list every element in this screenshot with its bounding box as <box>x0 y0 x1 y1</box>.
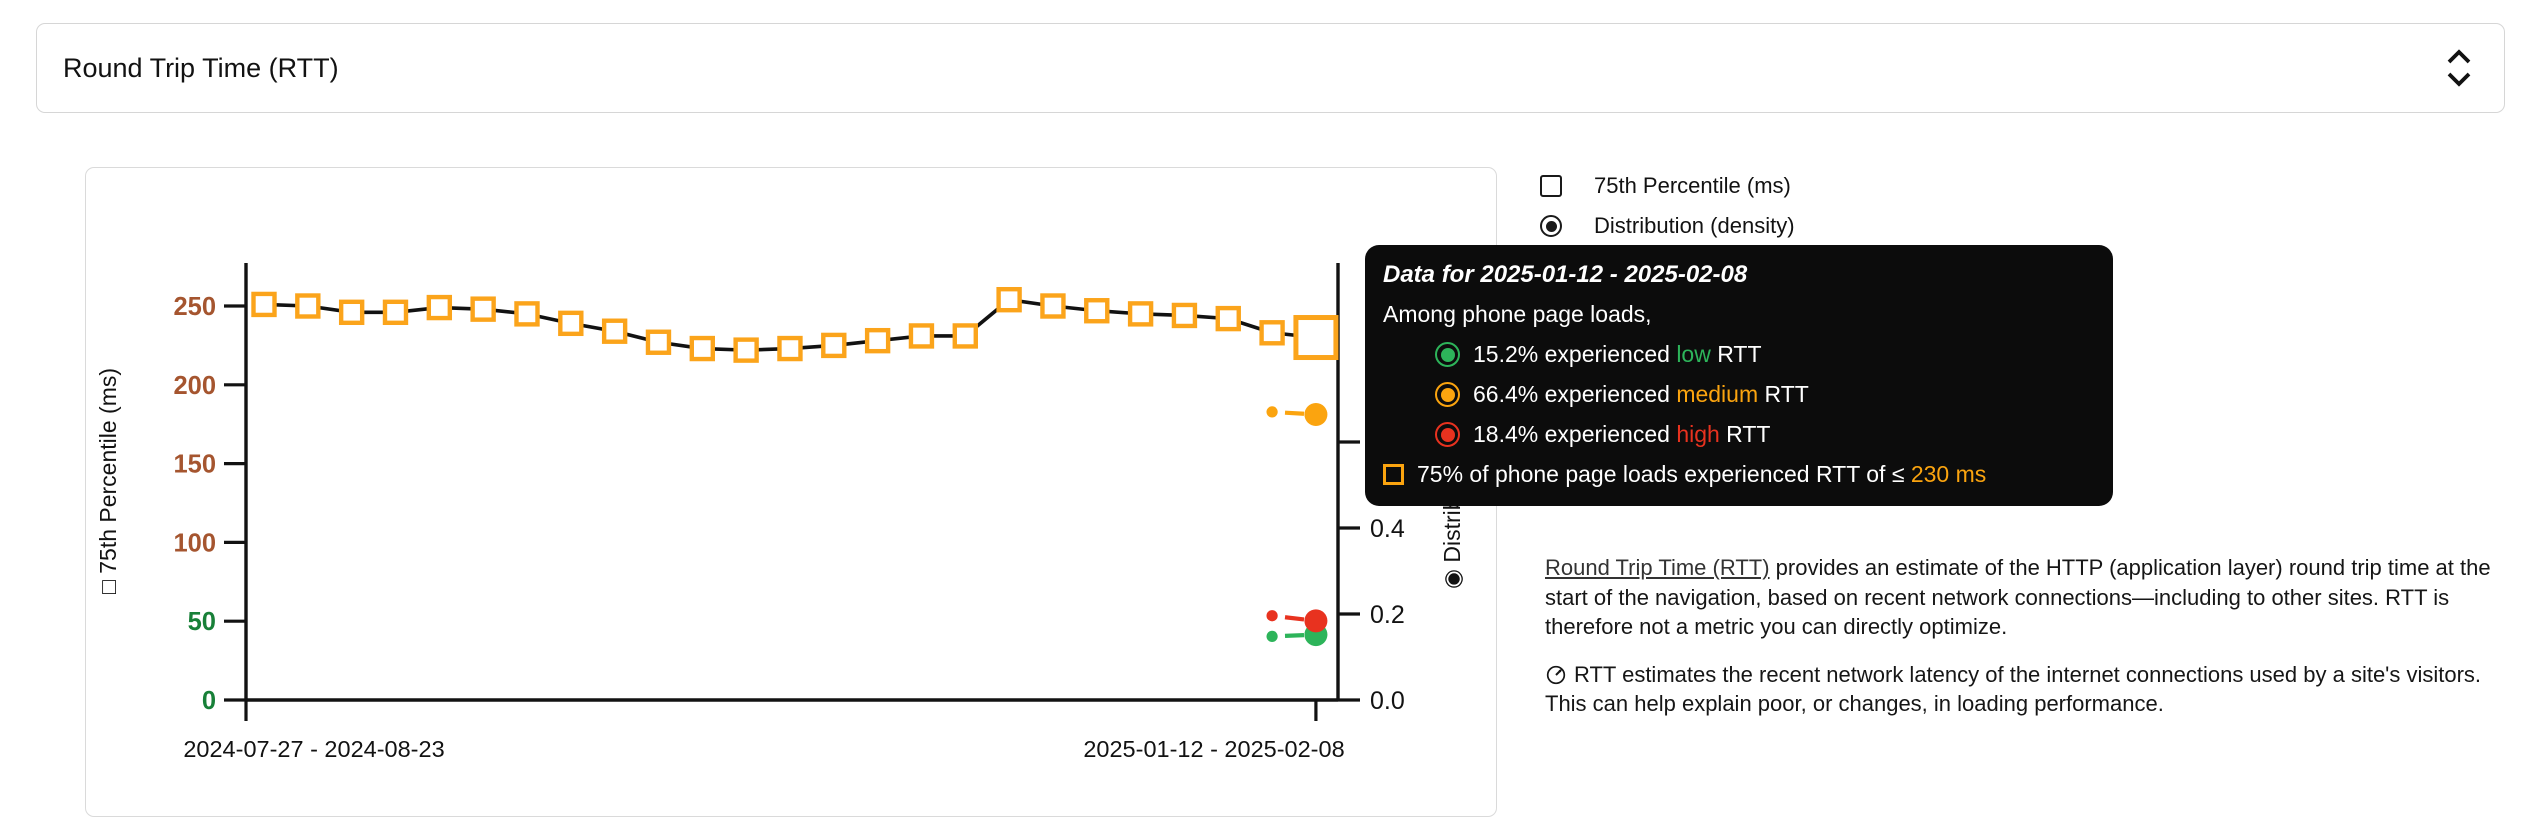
right-tick-label: 0.4 <box>1370 515 1405 543</box>
low-density-dot-icon <box>1435 342 1460 367</box>
percentile-marker[interactable] <box>426 294 453 321</box>
tooltip-title: Data for 2025-01-12 - 2025-02-08 <box>1383 261 1748 288</box>
percentile-marker[interactable] <box>338 299 365 326</box>
left-tick-label: 0 <box>202 687 216 715</box>
legend-item-label: Distribution (density) <box>1594 213 1795 238</box>
gauge-icon <box>1546 665 1566 684</box>
selected-percentile-marker[interactable] <box>1293 315 1339 361</box>
x-tick-label: 2024-07-27 - 2024-08-23 <box>183 736 444 762</box>
percentile-marker[interactable] <box>382 299 409 326</box>
description-paragraph-1: Round Trip Time (RTT) provides an estima… <box>1545 553 2497 642</box>
left-tick-label: 200 <box>173 372 216 400</box>
description-paragraph-2: RTT estimates the recent network latency… <box>1545 660 2497 719</box>
percentile-marker[interactable] <box>295 293 321 319</box>
density-point <box>1266 630 1278 642</box>
density-series-medium[interactable] <box>1266 402 1328 426</box>
tooltip-row-text: 15.2% experienced low RTT <box>1473 341 1762 367</box>
description-text: provides an estimate of the HTTP (applic… <box>1545 555 2491 639</box>
data-tooltip: Data for 2025-01-12 - 2025-02-08 Among p… <box>1365 245 2113 506</box>
x-tick-label: 2025-01-12 - 2025-02-08 <box>1083 736 1344 762</box>
left-axis-title: □ 75th Percentile (ms) <box>95 368 121 594</box>
tooltip-row-text: 18.4% experienced high RTT <box>1473 421 1771 447</box>
percentile-marker[interactable] <box>689 335 715 362</box>
right-tick-label: 0.2 <box>1370 601 1405 629</box>
percentile-marker[interactable] <box>514 301 540 327</box>
legend-item-label: 75th Percentile (ms) <box>1594 173 1791 198</box>
percentile-marker[interactable] <box>1259 320 1285 346</box>
percentile-square-icon <box>1383 464 1404 485</box>
x-axis: 2024-07-27 - 2024-08-23 2025-01-12 - 2025… <box>183 698 1345 762</box>
percentile-marker[interactable] <box>470 296 496 322</box>
legend-item-75th-percentile[interactable]: 75th Percentile (ms) <box>1540 166 1795 206</box>
percentile-marker[interactable] <box>1215 305 1241 332</box>
percentile-marker[interactable] <box>1040 293 1066 319</box>
percentile-marker[interactable] <box>645 329 672 355</box>
percentile-marker[interactable] <box>601 318 628 344</box>
tooltip-row-text: 75% of phone page loads experienced RTT … <box>1417 461 1987 487</box>
percentile-marker[interactable] <box>251 291 277 318</box>
metric-select[interactable]: Round Trip Time (RTT) <box>36 23 2505 113</box>
metric-select-label: Round Trip Time (RTT) <box>63 52 339 83</box>
left-tick-label: 150 <box>173 451 216 479</box>
percentile-marker[interactable] <box>996 286 1022 313</box>
unfold-more-icon <box>2447 49 2471 87</box>
density-point-current <box>1304 402 1328 426</box>
rtt-chart: 0 50 100 150 200 250 □ 75th Percentile (ms) 0.0… <box>86 168 1496 815</box>
high-density-dot-icon <box>1435 422 1460 447</box>
radio-selected-icon[interactable] <box>1540 215 1562 237</box>
chart-legend: 75th Percentile (ms) Distribution (densi… <box>1540 166 1795 246</box>
checkbox-unchecked-icon[interactable] <box>1540 175 1562 197</box>
left-tick-label: 50 <box>188 608 216 636</box>
percentile-series <box>251 286 1339 363</box>
rtt-doc-link[interactable]: Round Trip Time (RTT) <box>1545 555 1770 580</box>
density-series-high[interactable] <box>1266 609 1328 633</box>
legend-item-distribution[interactable]: Distribution (density) <box>1540 206 1795 246</box>
left-tick-label: 100 <box>173 529 216 557</box>
percentile-marker[interactable] <box>1127 301 1154 327</box>
tooltip-row-text: 66.4% experienced medium RTT <box>1473 381 1809 407</box>
density-point <box>1266 406 1278 418</box>
tooltip-row: 75% of phone page loads experienced RTT … <box>1383 461 2093 488</box>
tooltip-row: 18.4% experienced high RTT <box>1435 421 2093 448</box>
density-point <box>1266 610 1278 622</box>
density-point-current <box>1304 609 1328 633</box>
y-axis-left: 0 50 100 150 200 250 □ 75th Percentile (ms) <box>95 263 248 715</box>
percentile-marker[interactable] <box>558 310 584 337</box>
percentile-marker[interactable] <box>908 323 935 349</box>
percentile-marker[interactable] <box>1171 302 1198 329</box>
percentile-marker[interactable] <box>864 327 891 354</box>
description-text: RTT estimates the recent network latency… <box>1545 661 2482 717</box>
percentile-marker[interactable] <box>1084 298 1110 324</box>
metric-description: Round Trip Time (RTT) provides an estima… <box>1545 553 2497 719</box>
chart-card: 0 50 100 150 200 250 □ 75th Percentile (ms) 0.0… <box>85 167 1497 817</box>
tooltip-rows: 15.2% experienced low RTT 66.4% experienc… <box>1383 341 2093 488</box>
left-tick-label: 250 <box>173 293 216 321</box>
percentile-marker[interactable] <box>821 332 847 359</box>
right-tick-label: 0.0 <box>1370 687 1405 715</box>
tooltip-subtitle: Among phone page loads, <box>1383 301 1652 327</box>
percentile-marker[interactable] <box>777 335 803 362</box>
medium-density-dot-icon <box>1435 382 1460 407</box>
percentile-marker[interactable] <box>733 337 759 363</box>
tooltip-row: 66.4% experienced medium RTT <box>1435 381 2093 408</box>
tooltip-row: 15.2% experienced low RTT <box>1435 341 2093 368</box>
percentile-marker[interactable] <box>952 323 978 349</box>
